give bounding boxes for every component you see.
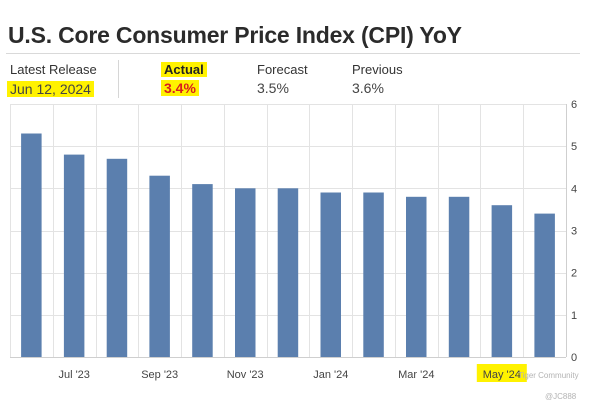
watermark-text: Tiger Community	[518, 371, 579, 380]
latest-release-value: Jun 12, 2024	[7, 81, 94, 97]
y-tick-label: 1	[571, 310, 577, 322]
x-tick-label: May '24	[483, 369, 521, 381]
title-divider	[6, 53, 580, 54]
y-tick-label: 4	[571, 183, 577, 195]
actual-value: 3.4%	[161, 80, 199, 96]
bar-12	[534, 213, 555, 357]
x-tick-label: Jul '23	[58, 369, 89, 381]
actual-stat: Actual 3.4%	[161, 62, 207, 96]
previous-label: Previous	[352, 62, 403, 77]
x-tick-highlight	[476, 364, 527, 382]
cpi-bar-chart: 0 1 2 3 4 5 6 Jul '23 Sep '23 Nov '23 Jan '24 Mar '…	[10, 100, 577, 382]
page-title: U.S. Core Consumer Price Index (CPI) YoY	[8, 22, 462, 48]
bar-3	[149, 175, 170, 357]
bar-1	[63, 154, 85, 357]
x-tick-label: Sep '23	[141, 369, 178, 381]
forecast-value: 3.5%	[257, 80, 289, 96]
y-tick-label: 3	[571, 226, 577, 238]
actual-label: Actual	[161, 62, 207, 77]
y-tick-label: 5	[571, 141, 577, 153]
bar-0	[21, 133, 42, 357]
y-tick-label: 2	[571, 268, 577, 280]
y-tick-label: 0	[571, 352, 577, 364]
x-tick-label: Nov '23	[227, 369, 264, 381]
bar-10	[448, 196, 470, 357]
x-tick-label: Mar '24	[398, 369, 434, 381]
x-tick-label: Jan '24	[313, 369, 348, 381]
stats-divider	[118, 60, 119, 98]
latest-release-stat: Latest Release Jun 12, 2024	[7, 62, 97, 97]
bar-5	[235, 188, 256, 357]
bar-9	[406, 196, 427, 357]
credit-text: @JC888	[545, 392, 577, 401]
bar-11	[491, 205, 513, 357]
forecast-stat: Forecast 3.5%	[257, 62, 308, 96]
bar-4	[192, 184, 213, 357]
bar-7	[320, 192, 341, 357]
y-tick-label: 6	[571, 100, 577, 111]
forecast-label: Forecast	[257, 62, 308, 77]
previous-stat: Previous 3.6%	[352, 62, 403, 96]
latest-release-label: Latest Release	[10, 62, 97, 77]
bar-8	[363, 192, 384, 357]
previous-value: 3.6%	[352, 80, 384, 96]
bar-2	[106, 158, 128, 357]
bar-6	[277, 188, 299, 357]
